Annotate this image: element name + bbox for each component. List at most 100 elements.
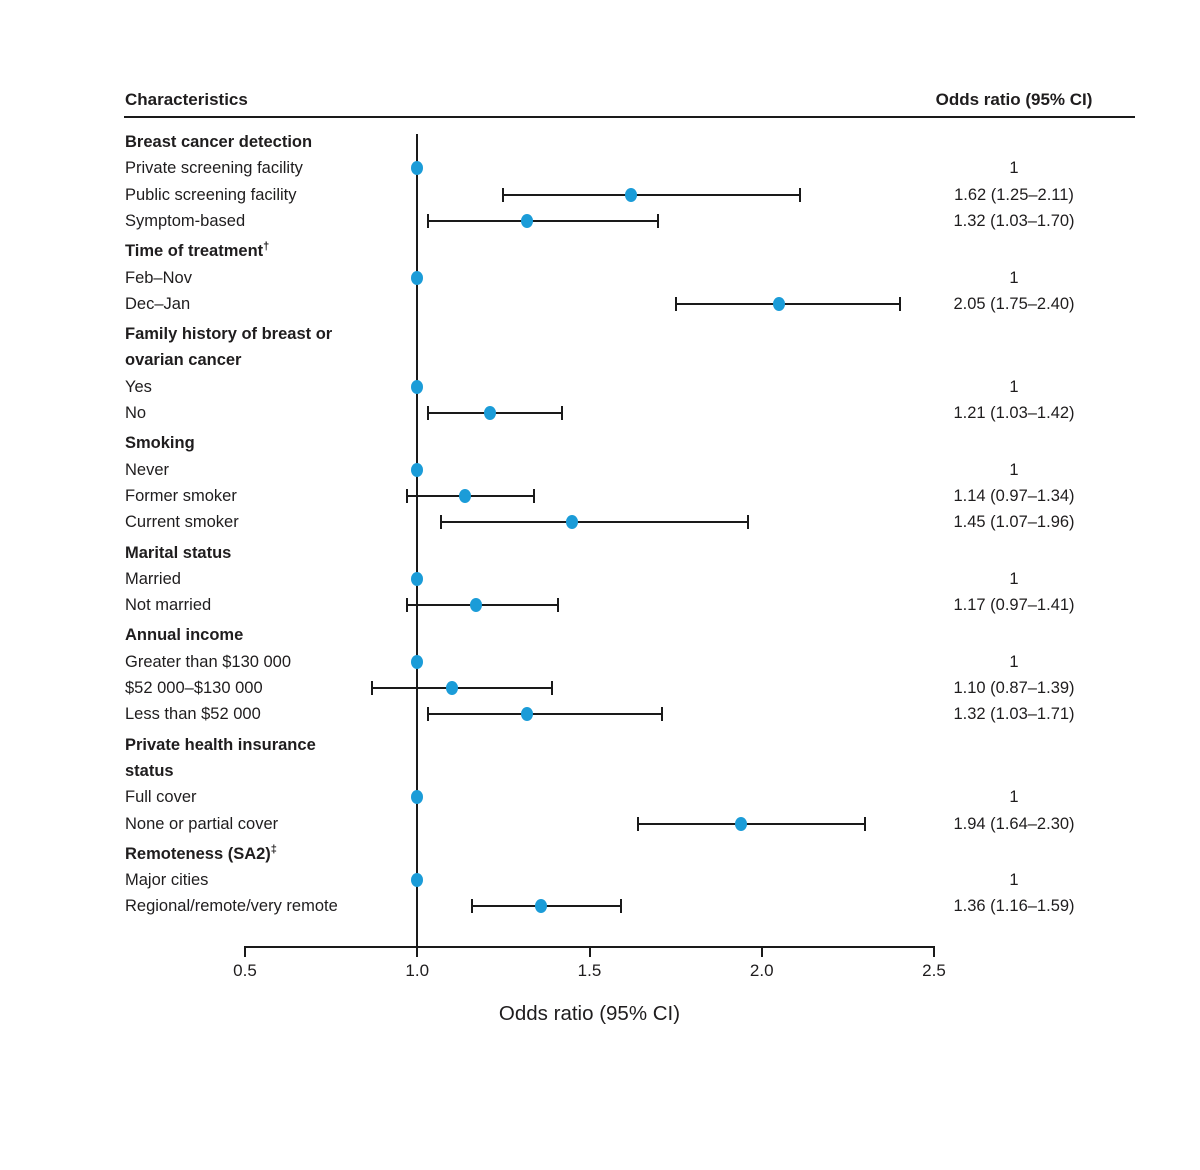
odds-ratio-value: 1.45 (1.07–1.96) — [953, 513, 1075, 532]
odds-ratio-value: 1 — [1009, 871, 1019, 890]
footnote-marker: † — [263, 240, 270, 253]
odds-ratio-value: 1.94 (1.64–2.30) — [953, 814, 1075, 833]
section-header-label-line2: ovarian cancer — [125, 351, 242, 370]
row-label: Not married — [125, 596, 212, 615]
ci-line — [637, 822, 866, 825]
odds-ratio-value: 1.32 (1.03–1.70) — [953, 211, 1075, 230]
section-header-label: Time of treatment† — [125, 240, 270, 261]
point-estimate-dot — [483, 406, 496, 420]
ci-cap-right — [550, 681, 553, 695]
ci-cap-right — [619, 899, 622, 914]
section-header-label-line2: status — [125, 761, 174, 780]
odds-ratio-value: 1.21 (1.03–1.42) — [953, 404, 1075, 422]
row-label: Less than $52 000 — [125, 705, 261, 724]
point-estimate-dot — [566, 515, 579, 530]
ci-cap-right — [898, 296, 901, 311]
section-header-label: Annual income — [125, 626, 244, 645]
odds-ratio-value: 1 — [1009, 460, 1019, 479]
x-axis-tick — [933, 947, 935, 957]
footnote-marker: ‡ — [270, 843, 277, 856]
row-label: Yes — [125, 377, 152, 396]
row-label: None or partial cover — [125, 814, 279, 833]
point-estimate-dot — [411, 270, 424, 285]
odds-ratio-value: 1.17 (0.97–1.41) — [953, 596, 1075, 615]
odds-ratio-value: 1.32 (1.03–1.71) — [953, 705, 1075, 724]
point-estimate-dot — [411, 462, 424, 477]
row-label: Married — [125, 569, 181, 588]
x-axis-title: Odds ratio (95% CI) — [498, 1002, 681, 1025]
ci-cap-left — [636, 816, 639, 831]
ci-cap-right — [746, 515, 749, 530]
odds-ratio-value: 1 — [1009, 569, 1019, 588]
characteristics-column-header: Characteristics — [125, 90, 248, 109]
ci-cap-left — [426, 406, 429, 420]
row-label: Major cities — [125, 871, 209, 890]
odds-ratio-column-header: Odds ratio (95% CI) — [935, 90, 1093, 109]
section-header-label: Remoteness (SA2)‡ — [125, 843, 277, 863]
ci-cap-left — [440, 515, 443, 530]
row-label: Private screening facility — [125, 159, 303, 178]
section-header-label: Smoking — [125, 434, 195, 453]
section-header-label: Marital status — [125, 543, 232, 562]
odds-ratio-value: 1.14 (0.97–1.34) — [953, 486, 1075, 505]
x-axis-tick — [588, 947, 591, 957]
ci-cap-right — [560, 406, 563, 420]
row-label: $52 000–$130 000 — [125, 679, 263, 697]
odds-ratio-value: 1 — [1009, 159, 1019, 178]
point-estimate-dot — [459, 488, 472, 503]
reference-line — [416, 134, 419, 947]
ci-cap-left — [405, 488, 408, 503]
point-estimate-dot — [735, 816, 748, 831]
ci-line — [503, 193, 800, 196]
point-estimate-dot — [411, 571, 424, 586]
odds-ratio-value: 1.62 (1.25–2.11) — [954, 185, 1074, 204]
row-label: Feb–Nov — [125, 268, 192, 287]
row-label: Regional/remote/very remote — [125, 897, 338, 916]
x-axis-tick — [416, 947, 419, 957]
ci-cap-left — [426, 213, 429, 228]
odds-ratio-value: 1.10 (0.87–1.39) — [953, 679, 1075, 697]
ci-line — [406, 604, 559, 607]
odds-ratio-value: 1 — [1009, 377, 1019, 396]
section-header-label: Private health insurance — [125, 735, 316, 754]
ci-line — [427, 219, 659, 222]
ci-cap-right — [657, 213, 660, 228]
row-label: Current smoker — [125, 513, 239, 532]
header-divider-rule — [124, 116, 1135, 118]
point-estimate-dot — [411, 161, 424, 176]
ci-line — [675, 302, 900, 305]
odds-ratio-value: 1 — [1009, 652, 1019, 671]
ci-cap-left — [502, 187, 505, 202]
row-label: Former smoker — [125, 486, 237, 505]
x-axis-tick-label: 2.5 — [922, 961, 946, 980]
point-estimate-dot — [411, 873, 424, 888]
point-estimate-dot — [469, 598, 482, 613]
ci-cap-left — [371, 681, 374, 695]
point-estimate-dot — [445, 681, 458, 695]
x-axis-tick-label: 2.0 — [749, 961, 774, 980]
odds-ratio-value: 2.05 (1.75–2.40) — [953, 294, 1075, 313]
ci-cap-right — [864, 816, 867, 831]
point-estimate-dot — [772, 296, 785, 311]
ci-cap-left — [471, 899, 474, 914]
row-label: Public screening facility — [125, 185, 297, 204]
point-estimate-dot — [521, 213, 534, 228]
point-estimate-dot — [624, 187, 637, 202]
x-axis-tick-label: 1.5 — [577, 961, 602, 980]
section-header-label: Breast cancer detection — [125, 133, 313, 151]
x-axis-tick-label: 1.0 — [405, 961, 430, 980]
x-axis-tick — [760, 947, 763, 957]
odds-ratio-value: 1 — [1009, 788, 1019, 807]
row-label: Symptom-based — [125, 211, 246, 230]
point-estimate-dot — [521, 707, 534, 722]
ci-cap-right — [660, 707, 663, 722]
ci-cap-right — [798, 187, 801, 202]
x-axis-tick-label: 0.5 — [233, 961, 257, 980]
section-header-label: Family history of breast or — [125, 325, 333, 344]
row-label: No — [125, 404, 147, 422]
ci-cap-left — [674, 296, 677, 311]
row-label: Greater than $130 000 — [125, 652, 292, 671]
ci-cap-right — [557, 598, 560, 613]
row-label: Never — [125, 460, 170, 479]
